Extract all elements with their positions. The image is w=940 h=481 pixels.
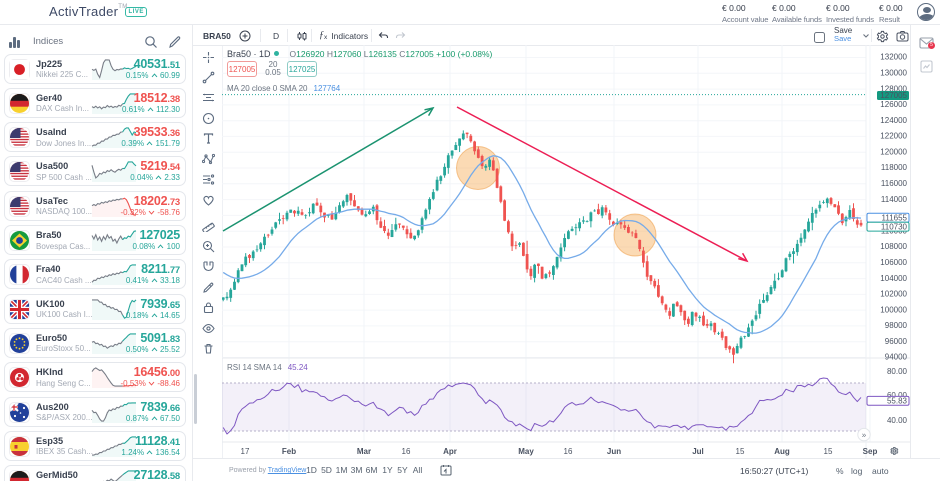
svg-text:110730: 110730 (881, 222, 908, 231)
svg-text:128000: 128000 (880, 84, 907, 93)
svg-text:Feb: Feb (282, 447, 296, 456)
svg-text:Apr: Apr (443, 447, 457, 456)
svg-text:111655: 111655 (881, 213, 907, 222)
svg-text:16: 16 (564, 447, 573, 456)
svg-text:May: May (518, 447, 534, 456)
svg-text:98000: 98000 (885, 321, 908, 330)
svg-text:120000: 120000 (880, 147, 907, 156)
svg-text:132000: 132000 (880, 53, 907, 62)
svg-text:60.00: 60.00 (887, 391, 908, 400)
svg-text:Aug: Aug (774, 447, 790, 456)
svg-text:15: 15 (736, 447, 745, 456)
svg-text:»: » (862, 431, 867, 440)
svg-text:Jul: Jul (692, 447, 704, 456)
svg-text:122000: 122000 (880, 132, 907, 141)
svg-text:Mar: Mar (357, 447, 371, 456)
svg-text:40.00: 40.00 (887, 416, 908, 425)
svg-text:96000: 96000 (885, 337, 908, 346)
svg-text:124000: 124000 (880, 116, 907, 125)
svg-text:80.00: 80.00 (887, 367, 908, 376)
svg-text:Sep: Sep (863, 447, 878, 456)
svg-text:108000: 108000 (880, 242, 907, 251)
svg-text:116000: 116000 (881, 179, 908, 188)
svg-text:17: 17 (241, 447, 250, 456)
svg-text:130000: 130000 (880, 69, 907, 78)
svg-text:16: 16 (402, 447, 411, 456)
svg-text:118000: 118000 (881, 163, 908, 172)
svg-text:114000: 114000 (881, 195, 908, 204)
svg-text:94000: 94000 (885, 353, 908, 362)
svg-text:104000: 104000 (880, 274, 907, 283)
svg-text:102000: 102000 (880, 290, 907, 299)
svg-text:55.83: 55.83 (887, 396, 908, 405)
svg-text:100000: 100000 (880, 305, 907, 314)
svg-text:127005: 127005 (880, 91, 907, 100)
svg-text:126000: 126000 (880, 100, 907, 109)
svg-text:Jun: Jun (607, 447, 621, 456)
svg-text:106000: 106000 (880, 258, 907, 267)
svg-text:15: 15 (824, 447, 833, 456)
